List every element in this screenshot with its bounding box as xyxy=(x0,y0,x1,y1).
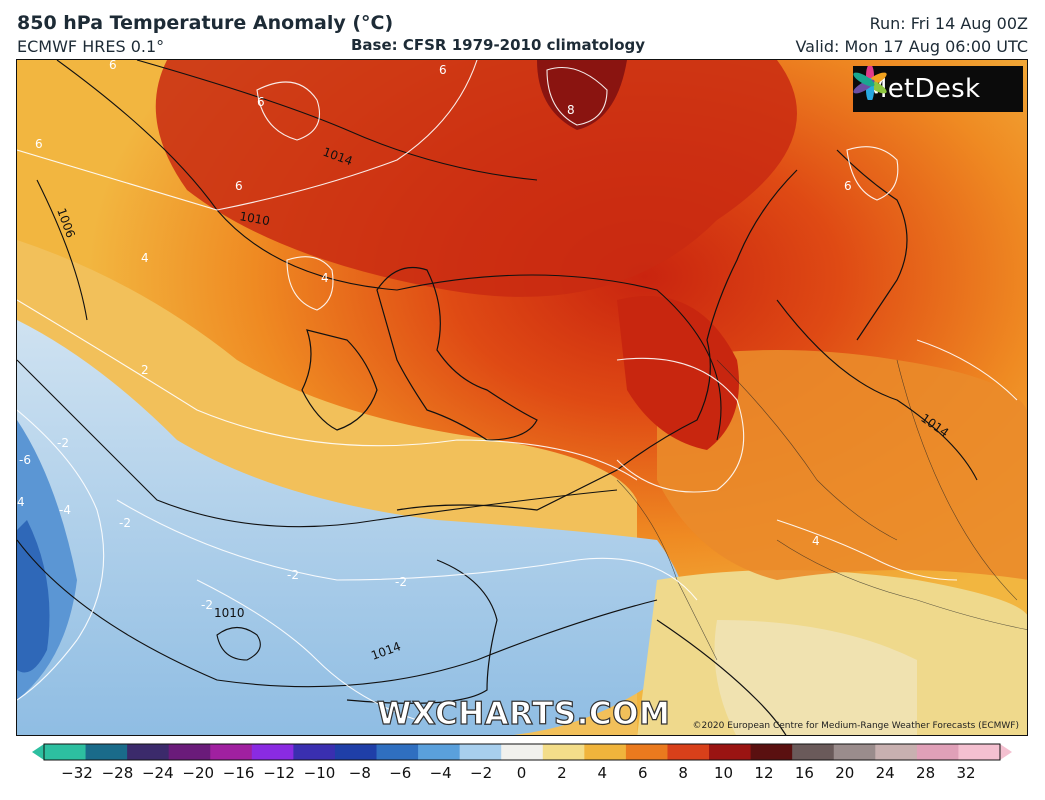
anomaly-label: 6 xyxy=(109,60,117,72)
colorbar-tick-label: −32 xyxy=(61,764,93,782)
anomaly-label: 6 xyxy=(235,179,243,193)
colorbar-tick-label: 0 xyxy=(516,764,527,782)
run-time: Run: Fri 14 Aug 00Z xyxy=(869,14,1028,33)
anomaly-label: -2 xyxy=(201,598,213,612)
colorbar-tick-label: 10 xyxy=(713,764,734,782)
anomaly-label: 4 xyxy=(321,271,329,285)
anomaly-label: 4 xyxy=(17,495,25,509)
anomaly-label: -6 xyxy=(19,453,31,467)
anomaly-label: 2 xyxy=(141,363,149,377)
colorbar-tick-label: −16 xyxy=(222,764,255,782)
colorbar-right-arrow xyxy=(1000,744,1012,760)
anomaly-label: -2 xyxy=(395,575,407,589)
isobar-label: 1010 xyxy=(238,209,271,228)
colorbar-segment xyxy=(251,744,294,760)
colorbar-segment xyxy=(376,744,419,760)
colorbar-tick-label: 12 xyxy=(754,764,774,782)
colorbar-tick-label: −10 xyxy=(303,764,336,782)
colorbar-segment xyxy=(168,744,211,760)
colorbar-segment xyxy=(293,744,336,760)
anomaly-map[interactable]: 1014 1010 1006 1010 1014 1014 6 6 8 6 6 … xyxy=(16,59,1028,736)
colorbar-tick-label: 24 xyxy=(875,764,895,782)
colorbar-tick-label: −2 xyxy=(470,764,493,782)
colorbar-segment xyxy=(792,744,835,760)
valid-time: Valid: Mon 17 Aug 06:00 UTC xyxy=(795,37,1028,56)
anomaly-label: -2 xyxy=(119,516,131,530)
colorbar-tick-label: 28 xyxy=(916,764,936,782)
isobar-label: 1010 xyxy=(214,606,245,620)
colorbar-tick-label: −24 xyxy=(141,764,174,782)
colorbar-tick-label: 16 xyxy=(794,764,814,782)
climatology-base: Base: CFSR 1979-2010 climatology xyxy=(351,36,646,54)
colorbar-segment xyxy=(625,744,669,760)
colorbar-segment xyxy=(501,744,544,760)
colorbar-segment xyxy=(667,744,710,760)
copyright-notice: ©2020 European Centre for Medium-Range W… xyxy=(692,721,1019,731)
colorbar-tick-label: 32 xyxy=(956,764,976,782)
anomaly-label: -4 xyxy=(59,503,71,517)
anomaly-label: 4 xyxy=(812,534,820,548)
colorbar-tick-label: −12 xyxy=(263,764,295,782)
metdesk-logo: MetDesk xyxy=(853,66,1023,112)
colorbar-segment xyxy=(750,744,793,760)
colorbar-segment xyxy=(127,744,170,760)
colorbar-tick-label: 4 xyxy=(597,764,608,782)
colorbar-tick-label: 2 xyxy=(557,764,567,782)
colorbar-segment xyxy=(875,744,918,760)
anomaly-label: 6 xyxy=(35,137,43,151)
wxcharts-watermark: WXCHARTS.COM xyxy=(376,695,671,732)
colorbar-segment xyxy=(418,744,461,760)
anomaly-label: 6 xyxy=(439,63,447,77)
colorbar-segment xyxy=(334,744,378,760)
colorbar-segment xyxy=(459,744,502,760)
colorbar-segment xyxy=(210,744,253,760)
colorbar-tick-label: −8 xyxy=(348,764,371,782)
colorbar xyxy=(32,743,1012,761)
anomaly-label: -2 xyxy=(287,568,299,582)
anomaly-label: 8 xyxy=(567,103,575,117)
colorbar-ticks: −32 −28 −24 −20 −16 −12 −10 −8 −6 −4 −2 0 2 4 6 8 10 12 16… xyxy=(0,764,1045,788)
colorbar-segment xyxy=(709,744,752,760)
colorbar-tick-label: −20 xyxy=(182,764,215,782)
colorbar-segment xyxy=(958,744,1001,760)
anomaly-label: 6 xyxy=(844,179,852,193)
colorbar-segment xyxy=(584,744,627,760)
colorbar-segment xyxy=(85,744,128,760)
colorbar-tick-label: 6 xyxy=(637,764,648,782)
pinwheel-icon xyxy=(853,66,887,100)
colorbar-tick-label: −28 xyxy=(101,764,134,782)
colorbar-tick-label: 8 xyxy=(678,764,688,782)
colorbar-tick-label: −4 xyxy=(429,764,452,782)
chart-title: 850 hPa Temperature Anomaly (°C) xyxy=(17,12,394,34)
map-canvas: 1014 1010 1006 1010 1014 1014 6 6 8 6 6 … xyxy=(17,60,1027,735)
colorbar-segment xyxy=(916,744,960,760)
model-name: ECMWF HRES 0.1° xyxy=(17,37,165,56)
colorbar-tick-label: −6 xyxy=(389,764,412,782)
anomaly-label: 6 xyxy=(257,95,265,109)
colorbar-segment xyxy=(833,744,876,760)
colorbar-segment xyxy=(542,744,585,760)
colorbar-tick-label: 20 xyxy=(835,764,855,782)
anomaly-label: 4 xyxy=(141,251,149,265)
anomaly-label: -2 xyxy=(57,436,69,450)
colorbar-segment xyxy=(44,744,87,760)
colorbar-left-arrow xyxy=(32,744,44,760)
